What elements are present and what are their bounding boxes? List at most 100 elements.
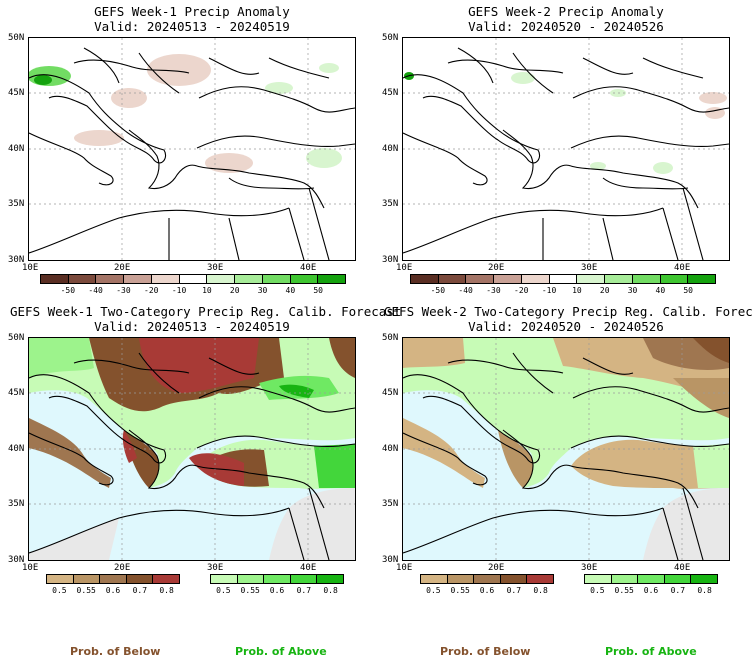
below-swatch xyxy=(126,575,154,583)
anomaly-tick-label: 50 xyxy=(313,286,323,295)
anomaly-swatch xyxy=(549,275,578,283)
anomaly-swatch xyxy=(521,275,550,283)
panel1-lat-30: 30N xyxy=(8,255,25,265)
anomaly-swatch xyxy=(411,275,439,283)
panel4-lon-10: 10E xyxy=(396,563,413,573)
below-tick-label: 0.6 xyxy=(105,586,121,595)
anomaly-swatch xyxy=(632,275,661,283)
panel2-lat-45: 45N xyxy=(382,88,399,98)
above-tick-label: 0.7 xyxy=(296,586,312,595)
below-tick-label: 0.7 xyxy=(506,586,522,595)
panel4-map-canvas xyxy=(403,338,729,560)
above-tick-label: 0.55 xyxy=(614,586,634,595)
panel2-map-canvas xyxy=(403,38,729,260)
anomaly-tick-label: 20 xyxy=(229,286,240,295)
panel2-anomaly-colorbar xyxy=(410,274,716,284)
below-swatch xyxy=(474,575,501,583)
below-swatch xyxy=(421,575,448,583)
panel1-anomaly-colorbar xyxy=(40,274,346,284)
panel4-title: GEFS Week-2 Two-Category Precip Reg. Cal… xyxy=(384,304,752,334)
panel4-below-colorbar xyxy=(420,574,554,584)
anomaly-tick-label: -50 xyxy=(60,286,76,295)
legend-above-left: Prob. of Above xyxy=(235,645,327,658)
below-tick-label: 0.5 xyxy=(426,586,441,595)
above-tick-label: 0.7 xyxy=(670,586,686,595)
panel4-lat-40: 40N xyxy=(382,444,399,454)
anomaly-tick-label: -20 xyxy=(144,286,159,295)
anomaly-swatch xyxy=(179,275,208,283)
below-swatch xyxy=(153,575,179,583)
below-tick-label: 0.5 xyxy=(52,586,67,595)
anomaly-swatch xyxy=(41,275,69,283)
panel1-title: GEFS Week-1 Precip Anomaly Valid: 202405… xyxy=(28,4,356,34)
anomaly-swatch xyxy=(688,275,716,283)
panel3-lon-10: 10E xyxy=(22,563,39,573)
anomaly-swatch xyxy=(151,275,180,283)
panel4-lon-30: 30E xyxy=(581,563,598,573)
panel4-lat-50: 50N xyxy=(382,333,399,343)
below-tick-label: 0.55 xyxy=(76,586,96,595)
panel3-above-colorbar xyxy=(210,574,344,584)
panel3-lat-50: 50N xyxy=(8,333,25,343)
anomaly-tick-label: 10 xyxy=(572,286,582,295)
panel2-lat-35: 35N xyxy=(382,199,399,209)
above-swatch xyxy=(691,575,717,583)
panel2-title: GEFS Week-2 Precip Anomaly Valid: 202405… xyxy=(402,4,730,34)
panel4-lat-30: 30N xyxy=(382,555,399,565)
anomaly-swatch xyxy=(124,275,152,283)
below-tick-label: 0.7 xyxy=(132,586,148,595)
above-swatch xyxy=(211,575,238,583)
legend-below-right: Prob. of Below xyxy=(440,645,531,658)
panel4-map xyxy=(402,337,730,561)
above-tick-label: 0.8 xyxy=(323,586,338,595)
above-tick-label: 0.8 xyxy=(697,586,712,595)
panel1-map xyxy=(28,37,356,261)
panel4-lat-35: 35N xyxy=(382,499,399,509)
panel1-valid: Valid: 20240513 - 20240519 xyxy=(94,19,290,34)
anomaly-tick-label: -10 xyxy=(171,286,187,295)
anomaly-tick-label: -30 xyxy=(116,286,131,295)
anomaly-swatch xyxy=(290,275,319,283)
panel2-lat-30: 30N xyxy=(382,255,399,265)
panel2-lon-40: 40E xyxy=(674,263,691,273)
panel4-heading: GEFS Week-2 Two-Category Precip Reg. Cal… xyxy=(384,304,752,319)
below-tick-label: 0.8 xyxy=(159,586,174,595)
anomaly-swatch xyxy=(68,275,97,283)
panel3-lon-30: 30E xyxy=(207,563,224,573)
panel2-heading: GEFS Week-2 Precip Anomaly xyxy=(468,4,664,19)
panel4-lat-45: 45N xyxy=(382,388,399,398)
panel1-lon-40: 40E xyxy=(300,263,317,273)
legend-above-right: Prob. of Above xyxy=(605,645,697,658)
above-swatch xyxy=(317,575,343,583)
below-swatch xyxy=(500,575,528,583)
panel2-map xyxy=(402,37,730,261)
below-swatch xyxy=(47,575,74,583)
anomaly-tick-label: 30 xyxy=(627,286,638,295)
panel2-lon-10: 10E xyxy=(396,263,413,273)
panel1-lat-35: 35N xyxy=(8,199,25,209)
panel2-valid: Valid: 20240520 - 20240526 xyxy=(468,19,664,34)
below-swatch xyxy=(527,575,553,583)
anomaly-tick-label: -20 xyxy=(514,286,529,295)
above-swatch xyxy=(264,575,291,583)
anomaly-swatch xyxy=(207,275,236,283)
below-swatch xyxy=(100,575,127,583)
panel2-lon-30: 30E xyxy=(581,263,598,273)
panel2-lon-20: 20E xyxy=(488,263,505,273)
anomaly-swatch xyxy=(318,275,346,283)
above-tick-label: 0.6 xyxy=(643,586,659,595)
below-tick-label: 0.6 xyxy=(479,586,495,595)
panel2-lat-50: 50N xyxy=(382,33,399,43)
panel3-lat-45: 45N xyxy=(8,388,25,398)
above-swatch xyxy=(664,575,692,583)
above-swatch xyxy=(290,575,318,583)
below-tick-label: 0.55 xyxy=(450,586,470,595)
panel1-lon-20: 20E xyxy=(114,263,131,273)
below-swatch xyxy=(447,575,475,583)
panel3-lat-30: 30N xyxy=(8,555,25,565)
anomaly-tick-label: 40 xyxy=(655,286,666,295)
panel1-heading: GEFS Week-1 Precip Anomaly xyxy=(94,4,290,19)
panel1-lat-40: 40N xyxy=(8,144,25,154)
anomaly-swatch xyxy=(660,275,689,283)
panel3-lon-20: 20E xyxy=(114,563,131,573)
